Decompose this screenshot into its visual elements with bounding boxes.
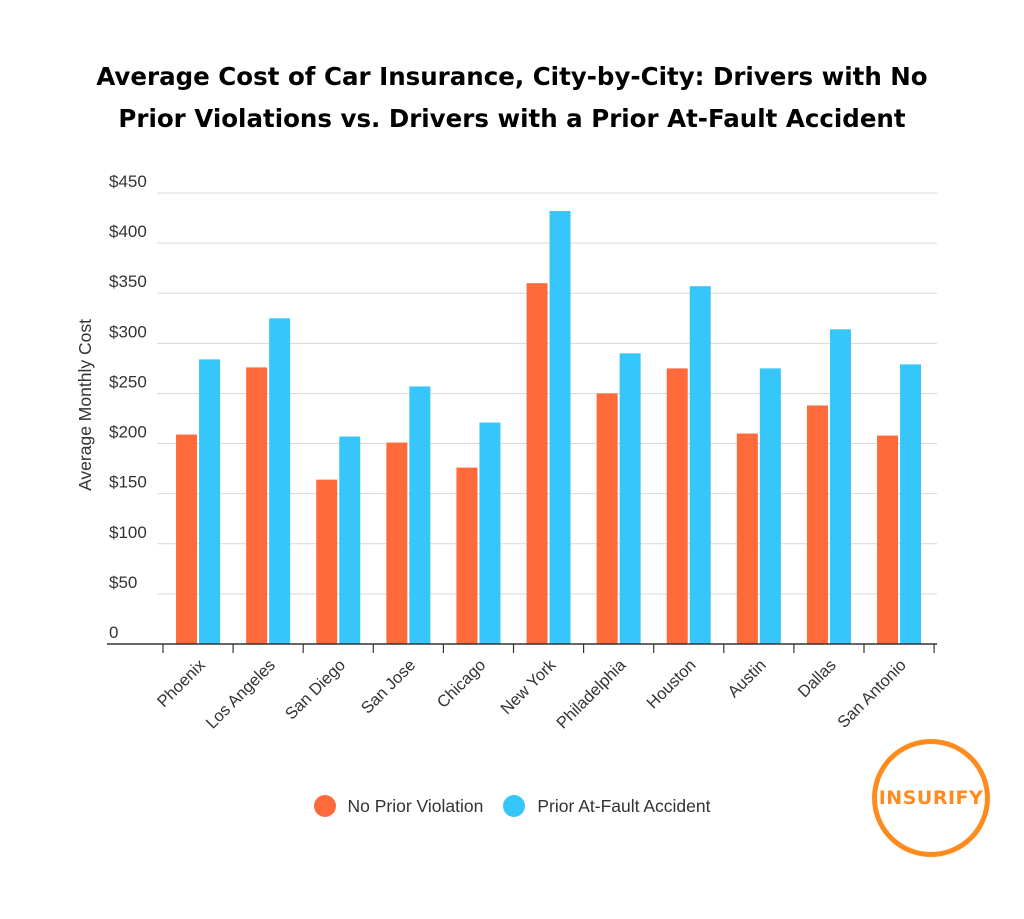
x-label-san-diego: San Diego xyxy=(282,656,349,723)
x-label-new-york: New York xyxy=(497,656,560,719)
y-axis-ticks: 0 $50 $100 $150 $200 $250 $300 $350 $400 $450 xyxy=(109,172,147,642)
y-tick-label-150: $150 xyxy=(109,473,147,492)
y-tick-label-300: $300 xyxy=(109,322,147,341)
insurify-logo: INSURIFY xyxy=(872,739,990,857)
y-tick-label-0: 0 xyxy=(109,623,118,642)
legend-label-no-prior-violation: No Prior Violation xyxy=(347,795,484,816)
x-label-austin: Austin xyxy=(725,656,770,701)
bar-no-prior-violation-san-jose xyxy=(386,442,408,644)
x-label-houston: Houston xyxy=(643,656,699,712)
bar-prior-at-fault-austin xyxy=(759,368,781,644)
y-axis-title: Average Monthly Cost xyxy=(75,319,95,491)
bar-no-prior-violation-chicago xyxy=(456,467,478,644)
chart-title: Average Cost of Car Insurance, City-by-C… xyxy=(0,56,1024,140)
y-tick-label-400: $400 xyxy=(109,222,147,241)
legend-item-prior-at-fault-accident: Prior At-Fault Accident xyxy=(503,795,711,817)
bar-no-prior-violation-austin xyxy=(736,433,758,644)
bar-no-prior-violation-phoenix xyxy=(176,434,198,644)
bar-no-prior-violation-los-angeles xyxy=(246,367,268,644)
x-label-philadelphia: Philadelphia xyxy=(553,656,630,733)
bar-prior-at-fault-houston xyxy=(689,286,711,644)
legend-item-no-prior-violation: No Prior Violation xyxy=(313,795,484,817)
legend: No Prior Violation Prior At-Fault Accide… xyxy=(0,795,1024,817)
x-label-san-jose: San Jose xyxy=(358,656,419,717)
bar-prior-at-fault-dallas xyxy=(829,329,851,644)
bar-no-prior-violation-san-diego xyxy=(316,479,338,644)
legend-swatch-no-prior-violation xyxy=(313,795,336,817)
bar-no-prior-violation-houston xyxy=(666,368,688,644)
bar-prior-at-fault-san-antonio xyxy=(900,364,922,644)
x-label-phoenix: Phoenix xyxy=(154,656,209,711)
chart-title-line-1: Average Cost of Car Insurance, City-by-C… xyxy=(96,62,928,91)
x-label-chicago: Chicago xyxy=(434,656,490,712)
y-tick-label-350: $350 xyxy=(109,272,147,291)
x-label-los-angeles: Los Angeles xyxy=(203,656,279,732)
y-tick-label-450: $450 xyxy=(109,172,147,191)
x-label-dallas: Dallas xyxy=(795,656,840,701)
bar-prior-at-fault-san-jose xyxy=(409,386,431,644)
bar-prior-at-fault-san-diego xyxy=(339,436,361,644)
bar-chart: 0 $50 $100 $150 $200 $250 $300 $350 $400 $450 Pho… xyxy=(75,172,937,733)
bar-prior-at-fault-new-york xyxy=(549,211,571,645)
bars xyxy=(176,211,922,645)
y-tick-label-200: $200 xyxy=(109,423,147,442)
legend-swatch-prior-at-fault-accident xyxy=(503,795,526,817)
bar-no-prior-violation-new-york xyxy=(526,283,548,644)
bar-no-prior-violation-philadelphia xyxy=(596,393,618,644)
y-tick-label-250: $250 xyxy=(109,372,147,391)
bar-no-prior-violation-san-antonio xyxy=(877,435,899,644)
bar-no-prior-violation-dallas xyxy=(806,405,828,644)
chart-title-line-2: Prior Violations vs. Drivers with a Prio… xyxy=(118,104,906,133)
bar-prior-at-fault-phoenix xyxy=(199,359,221,644)
bar-prior-at-fault-chicago xyxy=(479,422,501,644)
logo-text: INSURIFY xyxy=(878,787,984,809)
x-axis xyxy=(107,643,937,653)
bar-prior-at-fault-philadelphia xyxy=(619,353,641,644)
legend-label-prior-at-fault-accident: Prior At-Fault Accident xyxy=(537,795,711,816)
y-tick-label-100: $100 xyxy=(109,523,147,542)
y-tick-label-50: $50 xyxy=(109,573,137,592)
x-label-san-antonio: San Antonio xyxy=(834,656,910,732)
bar-prior-at-fault-los-angeles xyxy=(269,318,291,644)
